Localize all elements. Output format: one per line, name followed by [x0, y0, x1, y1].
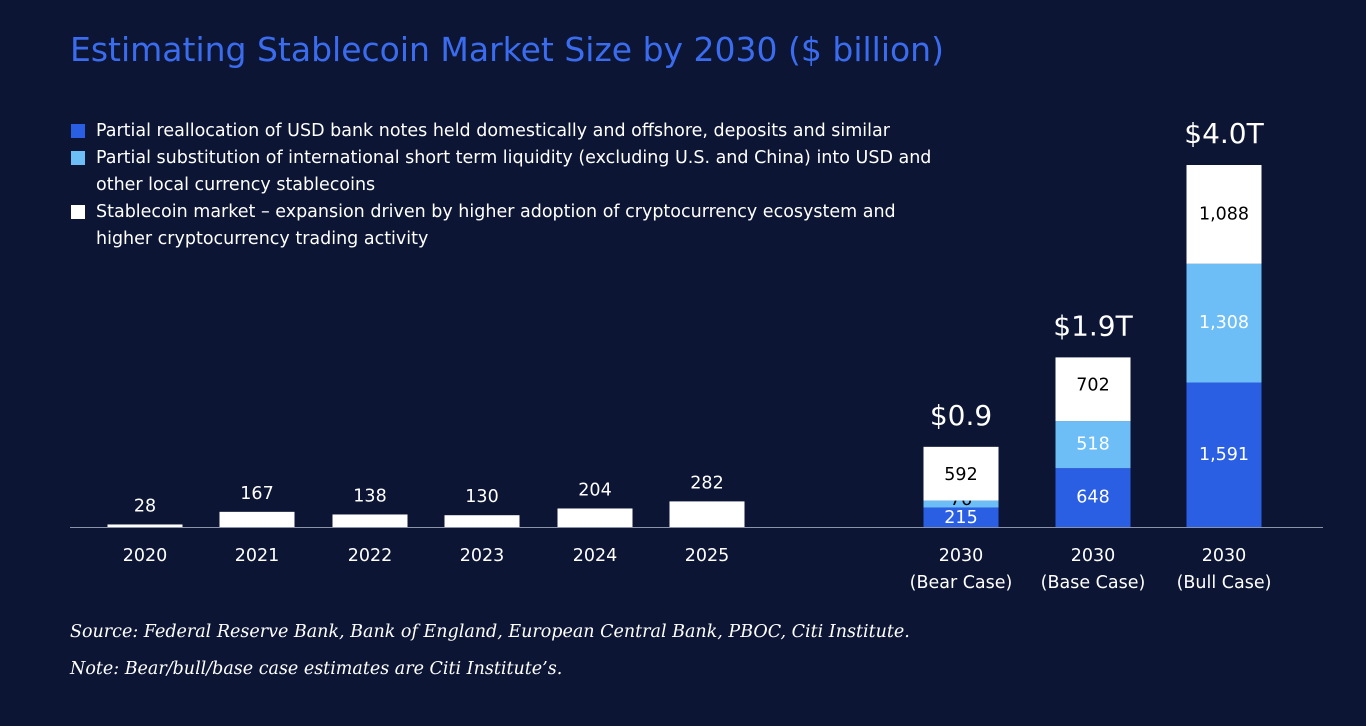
- total-label: $1.9T: [1053, 309, 1133, 342]
- bar-segment: [107, 524, 183, 527]
- data-label: 648: [1076, 488, 1109, 508]
- bar-segment: [1055, 357, 1131, 422]
- data-label: 1,088: [1199, 204, 1249, 224]
- x-tick-label: 2030: [939, 546, 984, 566]
- x-tick-label: 2025: [685, 546, 730, 566]
- legend: Partial reallocation of USD bank notes h…: [70, 118, 950, 253]
- note: Note: Bear/bull/base case estimates are …: [70, 659, 563, 679]
- data-label: 702: [1076, 375, 1109, 395]
- x-tick-label: 2022: [348, 546, 393, 566]
- x-tick-label: 2024: [573, 546, 618, 566]
- legend-label: Partial substitution of international sh…: [96, 148, 932, 195]
- data-label: 518: [1076, 435, 1109, 455]
- legend-swatch: [71, 124, 85, 138]
- chart-title: Estimating Stablecoin Market Size by 203…: [70, 30, 944, 69]
- total-label: $4.0T: [1184, 117, 1264, 150]
- legend-item: Partial reallocation of USD bank notes h…: [70, 118, 950, 145]
- bar-segment: [1186, 263, 1262, 383]
- bar-segment: [923, 446, 999, 501]
- bar-segment: [1186, 382, 1262, 527]
- x-tick-label: (Bull Case): [1177, 573, 1272, 593]
- data-label: 215: [944, 508, 977, 528]
- legend-item: Stablecoin market – expansion driven by …: [70, 199, 950, 253]
- legend-item: Partial substitution of international sh…: [70, 145, 950, 199]
- legend-label: Partial reallocation of USD bank notes h…: [96, 121, 890, 141]
- legend-swatch: [71, 151, 85, 165]
- x-tick-label: 2021: [235, 546, 280, 566]
- source: Source: Federal Reserve Bank, Bank of En…: [70, 622, 910, 642]
- data-label: 204: [578, 480, 611, 500]
- bar-segment: [444, 515, 520, 527]
- bar-segment: [669, 501, 745, 527]
- bar-segment: [1055, 421, 1131, 469]
- data-label: 167: [240, 484, 273, 504]
- data-label: 28: [134, 496, 156, 516]
- data-label: 282: [690, 473, 723, 493]
- x-tick-label: (Base Case): [1041, 573, 1146, 593]
- bar-segment: [219, 511, 295, 527]
- legend-swatch: [71, 205, 85, 219]
- legend-label: Stablecoin market – expansion driven by …: [96, 202, 896, 249]
- data-label: 592: [944, 465, 977, 485]
- bar-segment: [1055, 468, 1131, 527]
- data-label: 138: [353, 486, 386, 506]
- bar-segment: [332, 514, 408, 527]
- x-tick-label: 2030: [1071, 546, 1116, 566]
- bar-segment: [557, 508, 633, 527]
- x-tick-label: (Bear Case): [910, 573, 1013, 593]
- x-tick-label: 2030: [1202, 546, 1247, 566]
- bar-segment: [923, 507, 999, 527]
- data-label: 1,308: [1199, 313, 1249, 333]
- total-label: $0.9: [930, 399, 992, 432]
- data-label: 1,591: [1199, 445, 1249, 465]
- bar-segment: [923, 500, 999, 508]
- data-label: 130: [465, 487, 498, 507]
- x-tick-label: 2023: [460, 546, 505, 566]
- x-tick-label: 2020: [123, 546, 168, 566]
- bar-segment: [1186, 165, 1262, 264]
